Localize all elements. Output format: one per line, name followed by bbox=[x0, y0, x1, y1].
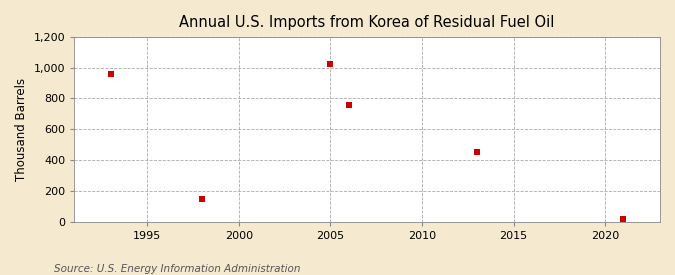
Y-axis label: Thousand Barrels: Thousand Barrels bbox=[15, 78, 28, 181]
Title: Annual U.S. Imports from Korea of Residual Fuel Oil: Annual U.S. Imports from Korea of Residu… bbox=[180, 15, 555, 30]
Text: Source: U.S. Energy Information Administration: Source: U.S. Energy Information Administ… bbox=[54, 264, 300, 274]
Point bbox=[105, 72, 116, 76]
Point bbox=[618, 217, 629, 222]
Point bbox=[197, 196, 208, 201]
Point bbox=[325, 62, 336, 66]
Point bbox=[344, 102, 354, 107]
Point bbox=[472, 150, 483, 155]
